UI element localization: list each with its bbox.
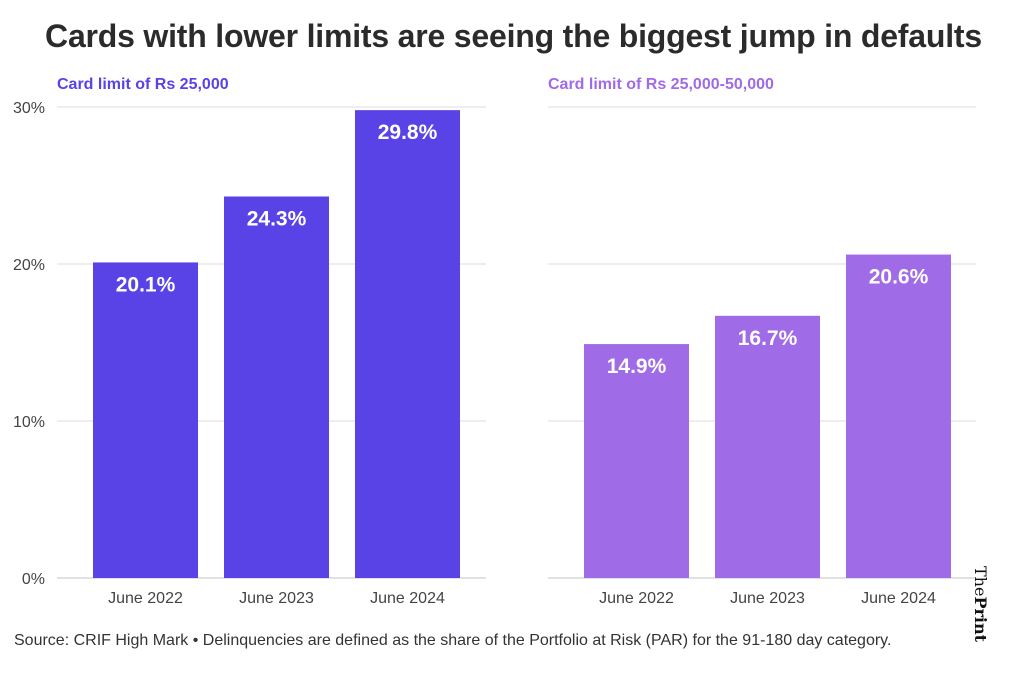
source-note: Source: CRIF High Mark • Delinquencies a… xyxy=(14,632,892,649)
y-tick-label: 0% xyxy=(22,571,45,588)
bar-value-label: 14.9% xyxy=(607,355,667,378)
panel-title-2: Card limit of Rs 25,000-50,000 xyxy=(548,76,774,93)
bar-value-label: 20.1% xyxy=(116,273,176,296)
x-tick-label: June 2022 xyxy=(108,590,183,607)
x-tick-label: June 2022 xyxy=(599,590,674,607)
x-tick-label: June 2024 xyxy=(370,590,445,607)
bar xyxy=(584,344,689,578)
x-tick-label: June 2023 xyxy=(730,590,805,607)
bar xyxy=(715,315,820,578)
bar xyxy=(93,262,198,578)
brand-print: Print xyxy=(971,596,990,643)
y-tick-label: 20% xyxy=(13,257,45,274)
bar xyxy=(224,196,329,579)
bar-value-label: 29.8% xyxy=(378,121,438,144)
brand-the: The xyxy=(971,566,990,597)
chart-title: Cards with lower limits are seeing the b… xyxy=(45,18,982,54)
brand-logo: ThePrint xyxy=(970,566,990,646)
bar-value-label: 20.6% xyxy=(869,266,929,289)
panel-title-1: Card limit of Rs 25,000 xyxy=(57,76,229,93)
bar xyxy=(355,110,460,578)
bar-value-label: 16.7% xyxy=(738,327,798,350)
bar xyxy=(846,254,951,578)
y-tick-label: 10% xyxy=(13,414,45,431)
x-tick-label: June 2023 xyxy=(239,590,314,607)
x-tick-label: June 2024 xyxy=(861,590,936,607)
y-tick-label: 30% xyxy=(13,100,45,117)
bar-value-label: 24.3% xyxy=(247,207,307,230)
